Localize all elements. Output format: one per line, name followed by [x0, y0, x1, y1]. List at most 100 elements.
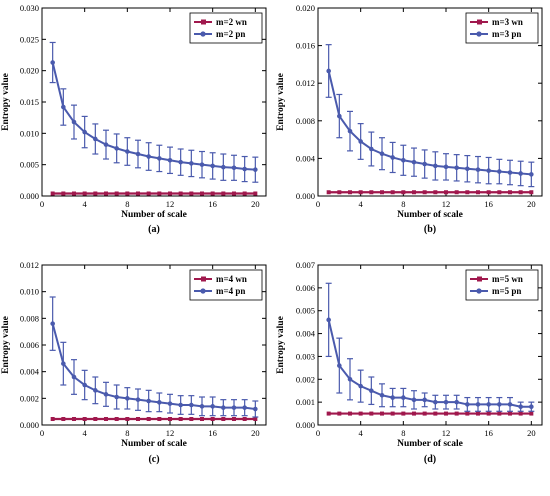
- data-point: [136, 417, 140, 421]
- legend: m=5 wn m=5 pn: [465, 269, 539, 301]
- x-tick-label: 20: [251, 428, 260, 438]
- data-point: [61, 191, 66, 196]
- data-point: [232, 191, 236, 196]
- plot-frame: [317, 7, 543, 197]
- chart-panel-0: 0 4 8 12 16 20 0.000 0.005 0.010 0.015 0.020 0.025 0…: [1, 3, 267, 235]
- legend-item-pn: m=3 pn: [470, 29, 521, 39]
- y-tick-label: 0.010: [20, 287, 39, 297]
- y-tick-label: 0.005: [296, 306, 315, 316]
- legend-label: m=5 pn: [492, 286, 521, 296]
- data-point: [167, 157, 173, 163]
- data-point: [497, 169, 502, 174]
- data-point: [422, 190, 427, 195]
- data-point: [507, 402, 513, 407]
- data-point: [93, 388, 98, 393]
- data-point: [210, 191, 215, 196]
- data-point: [253, 406, 258, 412]
- data-point: [358, 190, 363, 195]
- data-point: [326, 190, 331, 195]
- x-tick-label: 16: [208, 199, 217, 209]
- data-point: [72, 417, 76, 421]
- y-axis-title: Entropy value: [1, 73, 11, 131]
- data-point: [529, 172, 534, 177]
- y-axis-title: Entropy value: [1, 316, 11, 374]
- x-tick-label: 12: [442, 428, 451, 438]
- legend-label: m=3 wn: [492, 17, 523, 27]
- data-point: [232, 417, 236, 421]
- data-point: [518, 190, 523, 195]
- data-point: [50, 321, 55, 326]
- data-point: [401, 395, 406, 400]
- data-point: [253, 417, 258, 421]
- data-point: [167, 401, 173, 406]
- legend-item-wn: m=3 wn: [470, 17, 523, 27]
- data-point: [422, 397, 427, 403]
- y-tick-label: 0.000: [20, 420, 39, 430]
- data-point: [146, 154, 151, 159]
- y-tick-label: 0.020: [296, 3, 315, 13]
- data-point: [114, 394, 119, 400]
- data-point: [200, 191, 204, 196]
- data-point: [326, 68, 331, 74]
- data-point: [82, 129, 87, 135]
- y-tick-label: 0.002: [296, 374, 315, 384]
- series-pn: [325, 44, 535, 188]
- series-pn: [325, 282, 535, 412]
- series-pn: [49, 41, 259, 183]
- x-tick-label: 8: [401, 199, 405, 209]
- data-point: [422, 161, 427, 167]
- x-tick-label: 4: [359, 199, 364, 209]
- data-point: [518, 171, 523, 176]
- y-tick-label: 0.004: [20, 367, 40, 377]
- y-axis-title: Entropy value: [276, 316, 286, 374]
- data-point: [465, 190, 470, 195]
- data-point: [210, 417, 215, 421]
- data-point: [93, 417, 98, 421]
- data-point: [210, 163, 215, 169]
- data-point: [401, 411, 406, 416]
- data-point: [199, 404, 205, 409]
- data-point: [146, 398, 151, 404]
- y-tick-label: 0.000: [296, 420, 315, 430]
- data-point: [390, 411, 395, 416]
- data-point: [443, 164, 449, 170]
- legend-label: m=4 wn: [216, 274, 247, 284]
- y-tick-label: 0.010: [20, 128, 39, 138]
- panel-caption: (b): [424, 224, 436, 235]
- chart-panel-1: 0 4 8 12 16 20 0.000 0.004 0.008 0.012 0.016 0.020 N…: [276, 3, 543, 235]
- legend-item-pn: m=4 pn: [194, 286, 245, 296]
- data-point: [104, 191, 108, 196]
- data-point: [337, 190, 342, 195]
- data-point: [337, 411, 342, 416]
- x-tick-label: 20: [527, 199, 536, 209]
- data-point: [497, 402, 502, 407]
- data-point: [135, 151, 141, 157]
- data-point: [444, 190, 448, 195]
- data-point: [146, 191, 151, 196]
- x-tick-label: 12: [166, 428, 175, 438]
- data-point: [348, 411, 352, 416]
- data-point: [50, 60, 55, 65]
- legend-item-wn: m=2 wn: [194, 17, 247, 27]
- data-point: [465, 411, 470, 416]
- data-point: [475, 167, 481, 172]
- data-point: [71, 119, 77, 125]
- data-point: [486, 402, 491, 407]
- data-point: [103, 392, 109, 397]
- data-point: [178, 417, 183, 421]
- series-wn: [50, 191, 258, 196]
- data-point: [157, 191, 162, 196]
- legend-label: m=5 wn: [492, 274, 523, 284]
- data-point: [454, 411, 459, 416]
- data-point: [369, 190, 374, 195]
- data-point: [422, 411, 427, 416]
- data-point: [486, 411, 491, 416]
- data-point: [221, 164, 226, 170]
- y-tick-label: 0.004: [296, 329, 316, 339]
- chart-panel-2: 0 4 8 12 16 20 0.000 0.002 0.004 0.006 0.008 0.010 0…: [1, 260, 267, 465]
- data-point: [476, 190, 480, 195]
- data-point: [189, 161, 194, 166]
- data-point: [433, 163, 438, 169]
- x-tick-label: 8: [401, 428, 405, 438]
